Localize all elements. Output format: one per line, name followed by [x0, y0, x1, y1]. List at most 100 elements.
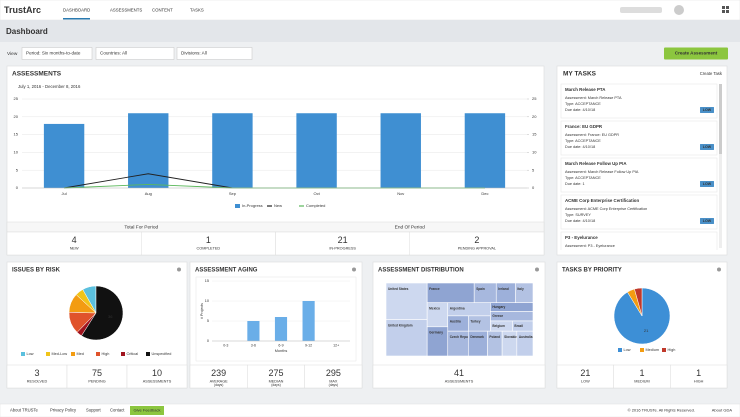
priority-badge [700, 144, 714, 150]
task-type: Type: ACCEPTANCE [565, 139, 601, 143]
footer-link[interactable]: Privacy Policy [50, 408, 77, 413]
nav-item[interactable]: DASHBOARD [63, 8, 90, 13]
y-tick-label: 20 [14, 114, 19, 119]
cell-label: Belgium [492, 324, 505, 328]
task-item[interactable] [560, 231, 718, 266]
stat-label: RESOLVED [27, 380, 48, 384]
bar [296, 113, 337, 188]
stat-cell [304, 364, 363, 389]
filter-select[interactable] [21, 47, 93, 60]
nav-item[interactable]: CONTENT [152, 8, 173, 13]
footer-link[interactable]: About TRUSTe [10, 408, 39, 413]
x-tick-label: Nov [397, 191, 404, 196]
info-icon[interactable] [535, 267, 539, 272]
task-item[interactable] [560, 194, 718, 230]
avatar[interactable] [674, 5, 684, 15]
filter-select[interactable] [176, 47, 253, 60]
stat-label: MEDIAN [269, 380, 284, 384]
y-tick-label: 25 [14, 96, 19, 101]
y-tick-label: 0 [16, 185, 19, 190]
apps-icon[interactable] [722, 6, 725, 9]
filter-text: Countries: All [100, 51, 127, 56]
treemap-cell[interactable] [516, 330, 534, 357]
cell-label: Austria [450, 320, 461, 324]
legend-label: Completed [306, 203, 325, 208]
cell-label: Denmark [470, 335, 484, 339]
legend-label: New [274, 203, 282, 208]
stat-value: 4 [72, 235, 77, 245]
legend-swatch [96, 352, 100, 356]
task-item[interactable] [560, 83, 718, 119]
stats-group: Total For Period [124, 224, 158, 230]
nav-item[interactable]: ASSESSMENTS [110, 8, 142, 13]
apps-icon[interactable] [726, 10, 729, 13]
legend-label: Unspecified [152, 352, 172, 356]
task-title[interactable]: ACME Corp Enterprise Certification [565, 198, 639, 203]
stat-unit: (days) [271, 383, 280, 387]
y2-tick-label: 20 [532, 114, 537, 119]
info-icon[interactable] [717, 267, 721, 272]
scrollbar [719, 84, 722, 248]
task-title[interactable]: France: EU GDPR [565, 124, 603, 129]
stat-label: NEW [70, 247, 79, 251]
bar [212, 113, 253, 188]
y2-tick-label: 25 [532, 96, 537, 101]
info-icon[interactable] [177, 267, 181, 272]
legend-swatch [121, 352, 125, 356]
legend-swatch [146, 352, 150, 356]
info-icon[interactable] [352, 267, 356, 272]
task-title[interactable]: P3 - Eyelurance [565, 235, 598, 240]
stat-value: 275 [268, 368, 283, 378]
cell-label: Greece [492, 314, 503, 318]
task-title[interactable]: March Release PTA [565, 87, 606, 92]
stat-value: 3 [34, 368, 39, 378]
legend-swatch [46, 352, 50, 356]
panel-subtitle: July 1, 2016 - December 8, 2016 [18, 84, 81, 89]
stat-value: 21 [338, 235, 348, 245]
task-item[interactable] [560, 120, 718, 156]
filter-label: View [7, 51, 18, 57]
apps-icon[interactable] [726, 6, 729, 9]
footer-link[interactable]: Support [86, 408, 102, 413]
task-item[interactable] [560, 157, 718, 193]
x-tick-label: 9-12 [305, 343, 312, 347]
stats-group: End Of Period [395, 224, 425, 230]
priority-text: LOW [703, 108, 712, 112]
y-tick-label: 0 [207, 339, 209, 343]
y-tick-label: 5 [16, 167, 19, 172]
bar [302, 301, 315, 341]
stat-cell [126, 364, 188, 389]
header-band [0, 20, 740, 42]
apps-icon[interactable] [722, 10, 725, 13]
task-title[interactable]: March Release Follow Up PIA [565, 161, 627, 166]
task-type: Type: ACCEPTANCE [565, 102, 601, 106]
x-tick-label: Aug [145, 191, 152, 196]
x-tick-label: Jul [62, 191, 67, 196]
stat-label: MAX [329, 380, 338, 384]
cell-label: Poland [489, 335, 500, 339]
stat-cell [409, 231, 545, 256]
create-button[interactable] [664, 47, 728, 60]
task-assessment: Assessment: March Release PTA [565, 96, 622, 100]
priority-text: LOW [703, 145, 712, 149]
task-list: March Release PTA Assessment: March Relea… [560, 83, 718, 266]
footer-link[interactable]: Contact [110, 408, 125, 413]
legend-swatch [640, 348, 644, 352]
create-task[interactable]: Create Task [700, 71, 723, 76]
filter-select[interactable] [95, 47, 175, 60]
feedback-button[interactable] [130, 406, 164, 415]
scroll-thumb [719, 84, 722, 154]
footer-link[interactable]: About GDA [712, 408, 733, 413]
y-axis-label: # Projects [200, 303, 204, 319]
legend-label: Med-Low [52, 352, 68, 356]
x-tick-label: 6-9 [278, 343, 283, 347]
cell-label: Slovakia [504, 335, 517, 339]
legend-swatch [618, 348, 622, 352]
cell-label: Italy [517, 287, 524, 291]
nav-item[interactable]: TASKS [190, 8, 204, 13]
treemap-cell[interactable] [385, 319, 428, 357]
stat-value: 239 [211, 368, 226, 378]
cell-label: Turkey [470, 320, 480, 324]
x-tick-label: 0-3 [223, 343, 228, 347]
